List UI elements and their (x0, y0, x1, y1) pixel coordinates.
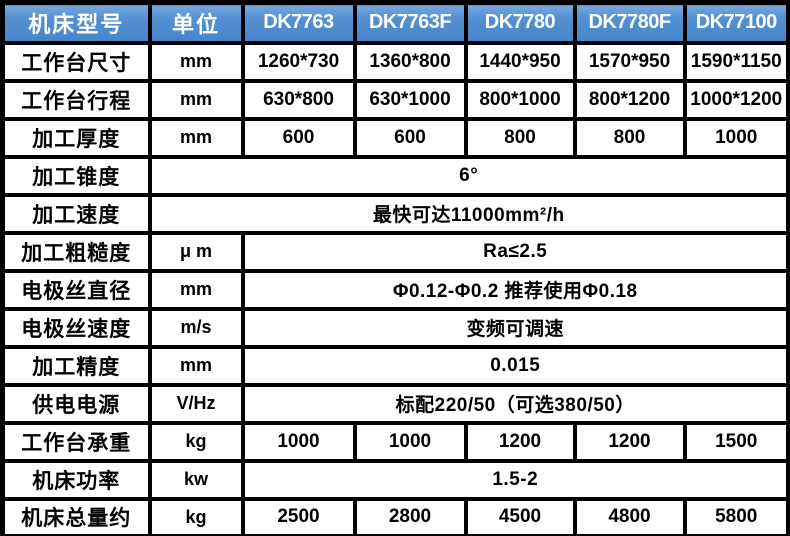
value-cell: 2500 (240, 496, 357, 536)
spec-label: 机床功率 (0, 458, 152, 501)
value-cell: 1000 (682, 116, 790, 159)
row-worktable-size: 工作台尺寸 mm 1260*730 1360*800 1440*950 1570… (0, 40, 790, 83)
value-cell: 600 (352, 116, 468, 159)
spec-label: 加工厚度 (0, 116, 152, 159)
value-cell: 1260*730 (240, 40, 357, 83)
unit-cell: V/Hz (147, 382, 245, 425)
spec-label: 电极丝速度 (0, 306, 152, 349)
row-worktable-load: 工作台承重 kg 1000 1000 1200 1200 1500 (0, 420, 790, 463)
value-cell: 800*1200 (572, 78, 687, 121)
value-cell: 1000 (352, 420, 468, 463)
unit-cell: μ m (147, 230, 245, 273)
merged-value-cell: 标配220/50（可选380/50） (240, 382, 790, 425)
merged-value-cell: 变频可调速 (240, 306, 790, 349)
unit-cell: mm (147, 116, 245, 159)
spec-label: 加工粗糙度 (0, 230, 152, 273)
header-model-dk7763f: DK7763F (352, 0, 468, 45)
unit-cell: mm (147, 344, 245, 387)
unit-cell: kw (147, 458, 245, 501)
row-wire-speed: 电极丝速度 m/s 变频可调速 (0, 306, 790, 349)
spec-label: 加工锥度 (0, 154, 152, 197)
spec-label: 工作台尺寸 (0, 40, 152, 83)
value-cell: 2800 (352, 496, 468, 536)
spec-label: 加工精度 (0, 344, 152, 387)
merged-value-cell: 最快可达11000mm²/h (147, 192, 790, 235)
row-machine-power: 机床功率 kw 1.5-2 (0, 458, 790, 501)
row-power-supply: 供电电源 V/Hz 标配220/50（可选380/50） (0, 382, 790, 425)
merged-value-cell: Ra≤2.5 (240, 230, 790, 273)
row-machine-weight: 机床总量约 kg 2500 2800 4500 4800 5800 (0, 496, 790, 536)
value-cell: 800 (572, 116, 687, 159)
value-cell: 4800 (572, 496, 687, 536)
value-cell: 1000*1200 (682, 78, 790, 121)
header-model-dk7780f: DK7780F (572, 0, 687, 45)
unit-cell: kg (147, 420, 245, 463)
value-cell: 1440*950 (463, 40, 577, 83)
unit-cell: kg (147, 496, 245, 536)
row-cutting-taper: 加工锥度 6° (0, 154, 790, 197)
spec-label: 供电电源 (0, 382, 152, 425)
spec-label: 工作台承重 (0, 420, 152, 463)
value-cell: 1200 (572, 420, 687, 463)
merged-value-cell: 6° (147, 154, 790, 197)
value-cell: 630*800 (240, 78, 357, 121)
header-unit-label: 单位 (147, 0, 245, 45)
row-cutting-precision: 加工精度 mm 0.015 (0, 344, 790, 387)
value-cell: 5800 (682, 496, 790, 536)
row-wire-diameter: 电极丝直径 mm Φ0.12-Φ0.2 推荐使用Φ0.18 (0, 268, 790, 311)
row-cutting-thickness: 加工厚度 mm 600 600 800 800 1000 (0, 116, 790, 159)
value-cell: 1590*1150 (682, 40, 790, 83)
value-cell: 800*1000 (463, 78, 577, 121)
spec-label: 加工速度 (0, 192, 152, 235)
header-model-dk7763: DK7763 (240, 0, 357, 45)
header-model-dk77100: DK77100 (682, 0, 790, 45)
spec-label: 机床总量约 (0, 496, 152, 536)
unit-cell: mm (147, 268, 245, 311)
spec-label: 工作台行程 (0, 78, 152, 121)
value-cell: 4500 (463, 496, 577, 536)
merged-value-cell: Φ0.12-Φ0.2 推荐使用Φ0.18 (240, 268, 790, 311)
value-cell: 630*1000 (352, 78, 468, 121)
header-model-label: 机床型号 (0, 0, 152, 45)
unit-cell: mm (147, 78, 245, 121)
merged-value-cell: 0.015 (240, 344, 790, 387)
value-cell: 800 (463, 116, 577, 159)
value-cell: 600 (240, 116, 357, 159)
row-surface-roughness: 加工粗糙度 μ m Ra≤2.5 (0, 230, 790, 273)
spec-label: 电极丝直径 (0, 268, 152, 311)
header-model-dk7780: DK7780 (463, 0, 577, 45)
merged-value-cell: 1.5-2 (240, 458, 790, 501)
value-cell: 1000 (240, 420, 357, 463)
value-cell: 1570*950 (572, 40, 687, 83)
value-cell: 1500 (682, 420, 790, 463)
value-cell: 1200 (463, 420, 577, 463)
row-cutting-speed: 加工速度 最快可达11000mm²/h (0, 192, 790, 235)
header-row: 机床型号 单位 DK7763 DK7763F DK7780 DK7780F DK… (0, 0, 790, 45)
row-worktable-travel: 工作台行程 mm 630*800 630*1000 800*1000 800*1… (0, 78, 790, 121)
unit-cell: mm (147, 40, 245, 83)
value-cell: 1360*800 (352, 40, 468, 83)
unit-cell: m/s (147, 306, 245, 349)
